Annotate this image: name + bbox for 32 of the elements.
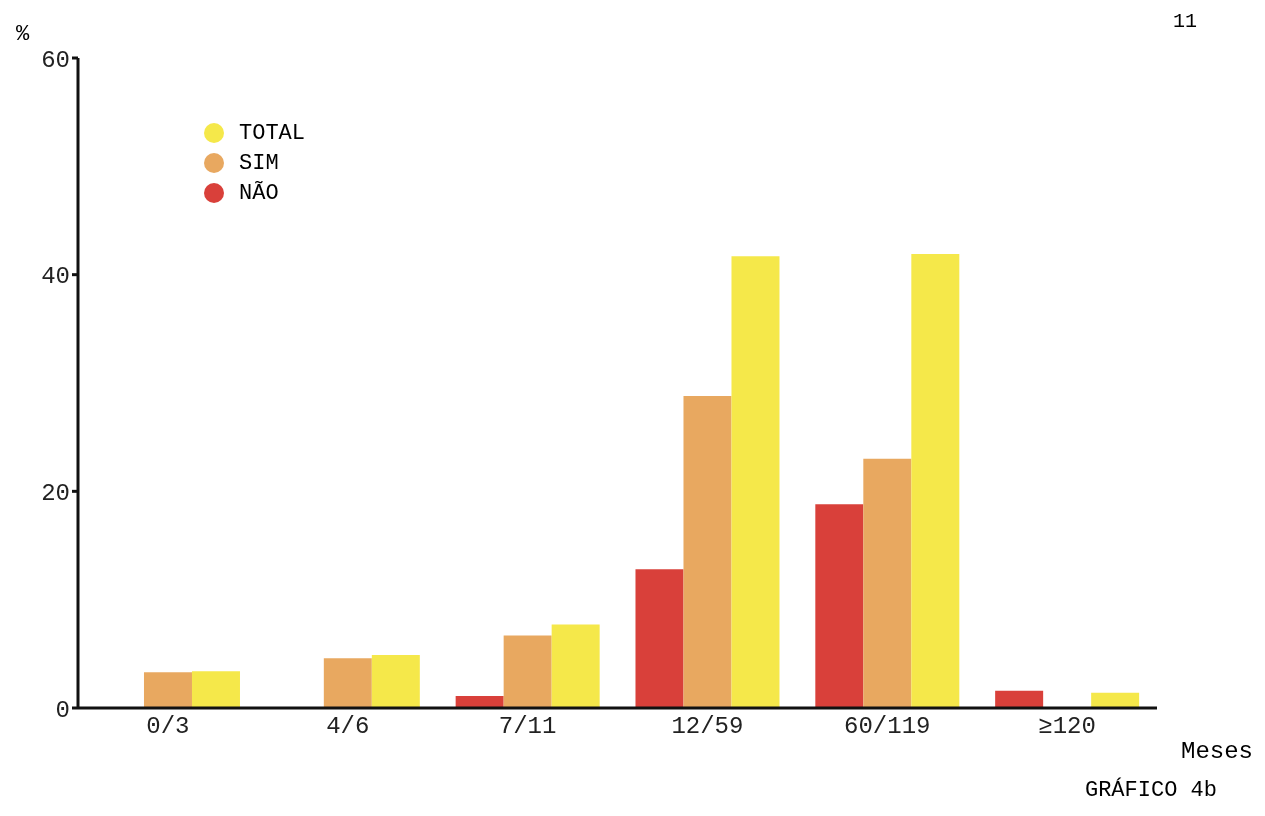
bar	[191, 671, 240, 708]
y-axis-title: %	[16, 22, 30, 47]
y-tick-label: 0	[55, 696, 70, 724]
bar	[323, 658, 372, 708]
bar	[863, 458, 912, 708]
bar	[911, 254, 960, 708]
y-tick-label: 60	[41, 46, 70, 74]
legend-label: TOTAL	[239, 120, 306, 146]
x-axis-title: Meses	[1180, 738, 1253, 765]
legend-label: SIM	[239, 150, 279, 176]
bar	[815, 504, 864, 708]
bar	[635, 569, 684, 708]
bar	[995, 690, 1044, 708]
text: 11	[1172, 10, 1197, 33]
y-tick-label: 20	[41, 479, 70, 507]
bar	[683, 396, 732, 708]
x-tick-label: 12/59	[671, 713, 744, 741]
bar	[143, 672, 192, 708]
x-tick-label: ≥120	[1038, 713, 1096, 741]
bar	[1091, 692, 1140, 708]
legend-label: NÃO	[239, 180, 279, 206]
bar	[731, 256, 780, 708]
x-tick-label: 60/119	[844, 713, 931, 741]
text: GRÁFICO 4b	[1084, 778, 1217, 803]
bar	[551, 624, 600, 708]
bar	[371, 654, 420, 708]
x-tick-label: 0/3	[146, 713, 190, 741]
bar	[455, 696, 504, 708]
x-tick-label: 7/11	[498, 713, 557, 741]
x-tick-label: 4/6	[326, 713, 370, 741]
bar	[503, 635, 552, 708]
y-tick-label: 40	[41, 263, 70, 291]
